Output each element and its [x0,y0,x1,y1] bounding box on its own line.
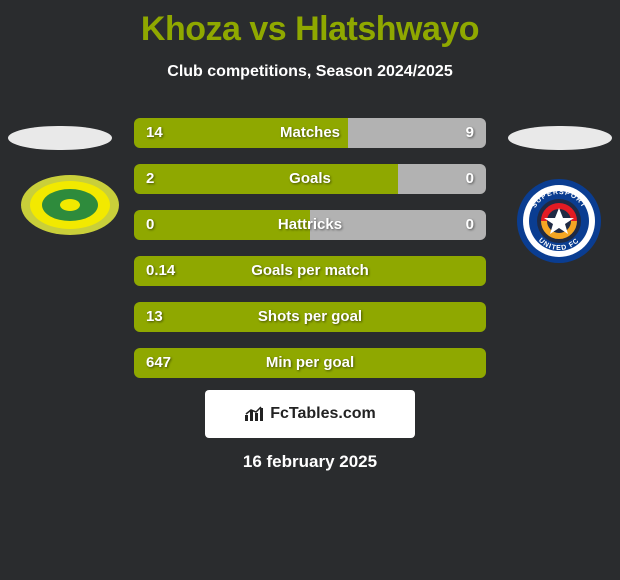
stats-area: 149Matches 20Goals 00Hattricks 0.14Goals pe… [0,118,620,394]
stat-row: 13Shots per goal [134,302,486,332]
bar-track [134,302,486,332]
stat-row: 00Hattricks [134,210,486,240]
bar-left [134,348,486,378]
bar-right [310,210,486,240]
comparison-title: Khoza vs Hlatshwayo [0,0,620,49]
bar-left [134,164,398,194]
bar-left [134,302,486,332]
fctables-watermark: FcTables.com [205,390,415,438]
bar-track [134,164,486,194]
bar-left [134,118,348,148]
snapshot-date: 16 february 2025 [0,452,620,472]
stat-row: 149Matches [134,118,486,148]
bar-left [134,210,310,240]
chart-icon [244,406,264,422]
stat-row: 20Goals [134,164,486,194]
infographic-container: Khoza vs Hlatshwayo Club competitions, S… [0,0,620,580]
bar-track [134,256,486,286]
bar-right [348,118,486,148]
bar-track [134,210,486,240]
comparison-subtitle: Club competitions, Season 2024/2025 [0,63,620,81]
bar-track [134,348,486,378]
bar-track [134,118,486,148]
stat-row: 0.14Goals per match [134,256,486,286]
bar-right [398,164,486,194]
stat-row: 647Min per goal [134,348,486,378]
bar-left [134,256,486,286]
fctables-label: FcTables.com [270,405,376,423]
